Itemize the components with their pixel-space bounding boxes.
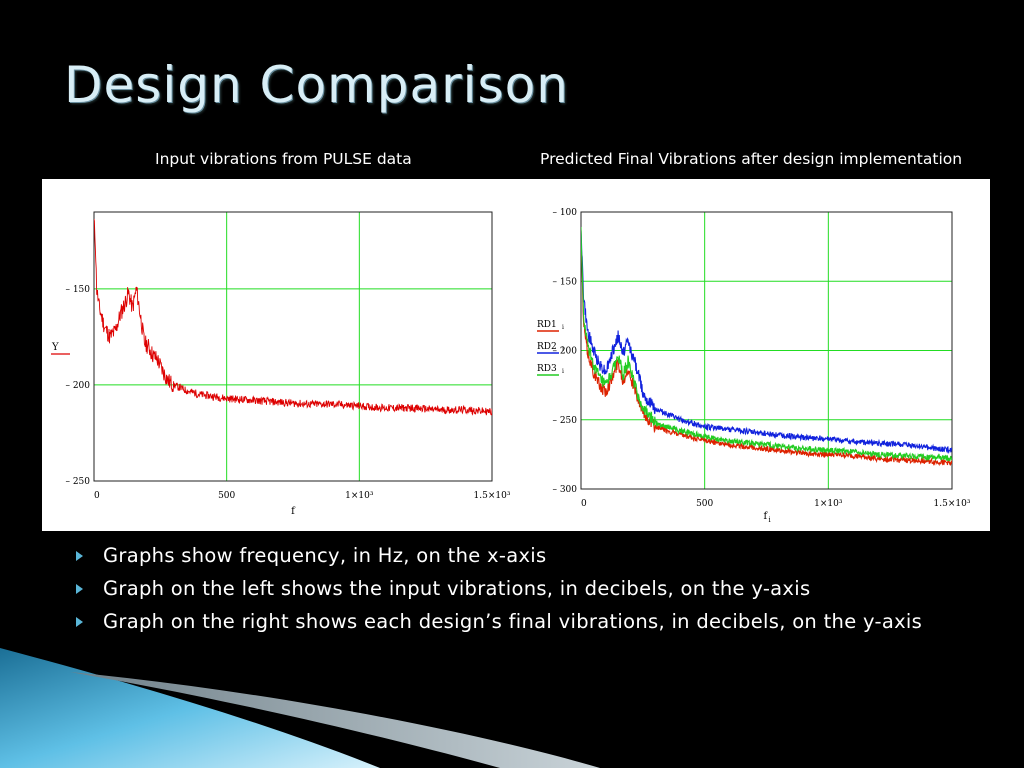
swoosh-blue-shape: [0, 648, 380, 768]
plot-frame: [93, 211, 493, 482]
bullet-text: Graph on the left shows the input vibrat…: [103, 577, 811, 600]
x-tick-label: 1.5×10³: [934, 499, 971, 509]
legend-label-subscript: i: [562, 324, 564, 331]
x-tick-label: 1.5×10³: [474, 491, 511, 501]
x-tick-label: 0: [94, 491, 100, 501]
bullet-item: Graph on the left shows the input vibrat…: [76, 575, 956, 602]
legend-label: RD2: [537, 342, 557, 352]
bullet-arrow-icon: [76, 617, 83, 627]
x-axis-label: f: [764, 511, 769, 522]
y-axis-label: Y: [51, 342, 59, 353]
bullet-item: Graph on the right shows each design’s f…: [76, 608, 956, 635]
series-line: [581, 230, 952, 467]
bullet-item: Graphs show frequency, in Hz, on the x-a…: [76, 542, 956, 569]
bullet-arrow-icon: [76, 584, 83, 594]
x-tick-label: 500: [696, 499, 713, 509]
bullet-text: Graphs show frequency, in Hz, on the x-a…: [103, 544, 547, 567]
x-axis-label-subscript: i: [769, 516, 772, 524]
y-tick-label: – 150: [65, 285, 90, 295]
legend-label: RD1: [537, 320, 557, 330]
series-line: [94, 218, 492, 416]
y-tick-label: – 200: [552, 347, 577, 357]
x-tick-label: 0: [581, 499, 587, 509]
legend-label: RD3: [537, 364, 557, 374]
x-tick-label: 1×10³: [345, 491, 374, 501]
y-tick-label: – 200: [65, 381, 90, 391]
series-line: [581, 226, 952, 462]
bullet-arrow-icon: [76, 551, 83, 561]
series-line: [581, 230, 952, 455]
y-tick-label: – 250: [65, 477, 90, 487]
x-axis-label: f: [291, 506, 296, 517]
charts-panel: 0 500 1×10³ 1.5×10³ – 150 – 200 – 250 f Y 0 500 1×1…: [42, 179, 990, 531]
y-tick-label: – 250: [552, 416, 577, 426]
plot-frame: [580, 211, 953, 490]
bullet-text: Graph on the right shows each design’s f…: [103, 610, 923, 633]
y-tick-label: – 100: [552, 208, 577, 218]
y-tick-label: – 150: [552, 277, 577, 287]
y-tick-label: – 300: [552, 485, 577, 495]
slide-title: Design Comparison: [64, 56, 569, 114]
charts-svg: 0 500 1×10³ 1.5×10³ – 150 – 200 – 250 f Y 0 500 1×1…: [51, 208, 971, 524]
x-tick-label: 500: [218, 491, 235, 501]
swoosh-gray-shape: [70, 672, 600, 768]
legend-label-subscript: i: [562, 368, 564, 375]
left-chart-caption: Input vibrations from PULSE data: [155, 150, 412, 168]
right-chart-caption: Predicted Final Vibrations after design …: [540, 150, 963, 168]
bullet-list: Graphs show frequency, in Hz, on the x-a…: [76, 542, 956, 641]
x-tick-label: 1×10³: [814, 499, 843, 509]
legend-label-subscript: i: [562, 346, 564, 353]
